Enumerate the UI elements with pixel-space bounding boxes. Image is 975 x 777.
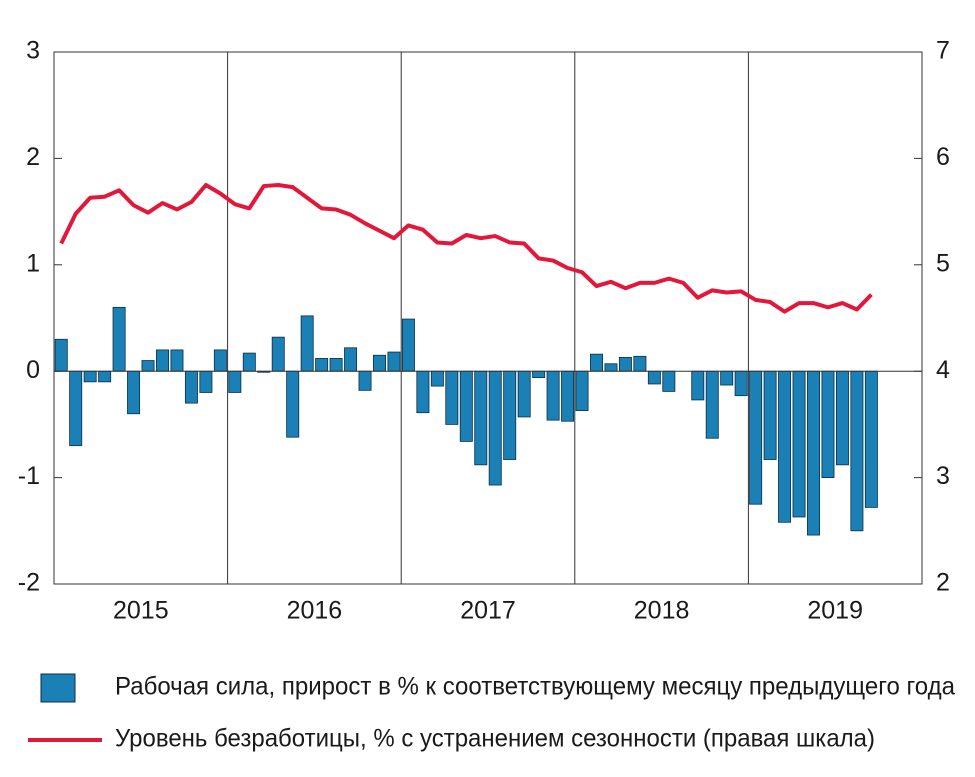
bar [561, 370, 575, 422]
bar [344, 347, 358, 372]
y2-tick-label: 2 [936, 569, 950, 597]
bar [459, 370, 473, 442]
legend-label: Рабочая сила, прирост в % к соответствую… [115, 673, 955, 701]
bar [141, 360, 155, 372]
bar [691, 370, 705, 401]
bar [54, 338, 68, 372]
x-tick-label: 2016 [287, 597, 343, 625]
bar [387, 351, 401, 372]
legend-swatch [40, 673, 76, 703]
bar [416, 370, 430, 414]
y2-tick-label: 7 [936, 37, 950, 65]
bar [763, 370, 777, 460]
bar [705, 370, 719, 439]
x-tick-label: 2019 [807, 597, 863, 625]
bar [199, 370, 213, 393]
bar [647, 370, 661, 385]
bar [228, 370, 242, 393]
plot-frame [53, 51, 923, 585]
bar [864, 370, 878, 508]
bar [821, 370, 835, 479]
bar [445, 370, 459, 425]
bar [792, 370, 806, 518]
bar [546, 370, 560, 421]
unemployment-line [59, 183, 873, 314]
bar [503, 370, 517, 460]
bar [532, 370, 546, 378]
y2-tick-label: 4 [936, 356, 950, 384]
y2-tick-label: 5 [936, 249, 950, 277]
bar [315, 358, 329, 372]
bar [807, 370, 820, 536]
bar [373, 354, 386, 372]
bar [184, 370, 198, 404]
bar [430, 370, 444, 387]
x-tick-label: 2015 [113, 597, 169, 625]
bar [590, 353, 603, 372]
bar [401, 318, 415, 372]
bar [213, 349, 227, 372]
bar [835, 370, 849, 466]
bar [329, 358, 343, 372]
y-tick-label: 1 [26, 249, 40, 277]
y2-tick-label: 3 [936, 462, 950, 490]
bar [517, 370, 531, 418]
bar [618, 356, 632, 372]
bar [271, 336, 285, 372]
x-tick-label: 2017 [460, 597, 516, 625]
legend-label: Уровень безработицы, % с устранением сез… [115, 725, 875, 753]
y-tick-label: 2 [26, 143, 40, 171]
bar [720, 370, 734, 386]
y2-tick-label: 6 [936, 143, 950, 171]
bar [242, 352, 256, 372]
bar [69, 370, 83, 447]
bar [156, 349, 169, 372]
y-tick-label: 3 [26, 37, 40, 65]
bar [127, 370, 141, 415]
y-tick-label: -1 [18, 462, 40, 490]
bar [604, 363, 618, 372]
bar [633, 355, 647, 372]
bar [358, 370, 372, 391]
bar [778, 370, 792, 523]
bar [286, 370, 300, 438]
bar [83, 370, 97, 383]
bar [474, 370, 488, 466]
x-tick-label: 2018 [634, 597, 690, 625]
bar [850, 370, 864, 532]
bar [749, 370, 763, 505]
bar [575, 370, 589, 411]
y-tick-label: -2 [18, 569, 40, 597]
bar [488, 370, 502, 486]
bar [300, 315, 314, 372]
bar [662, 370, 676, 392]
bar [98, 370, 112, 383]
bar [112, 306, 126, 372]
bar [170, 349, 184, 372]
bar [734, 370, 748, 397]
y-tick-label: 0 [26, 356, 40, 384]
